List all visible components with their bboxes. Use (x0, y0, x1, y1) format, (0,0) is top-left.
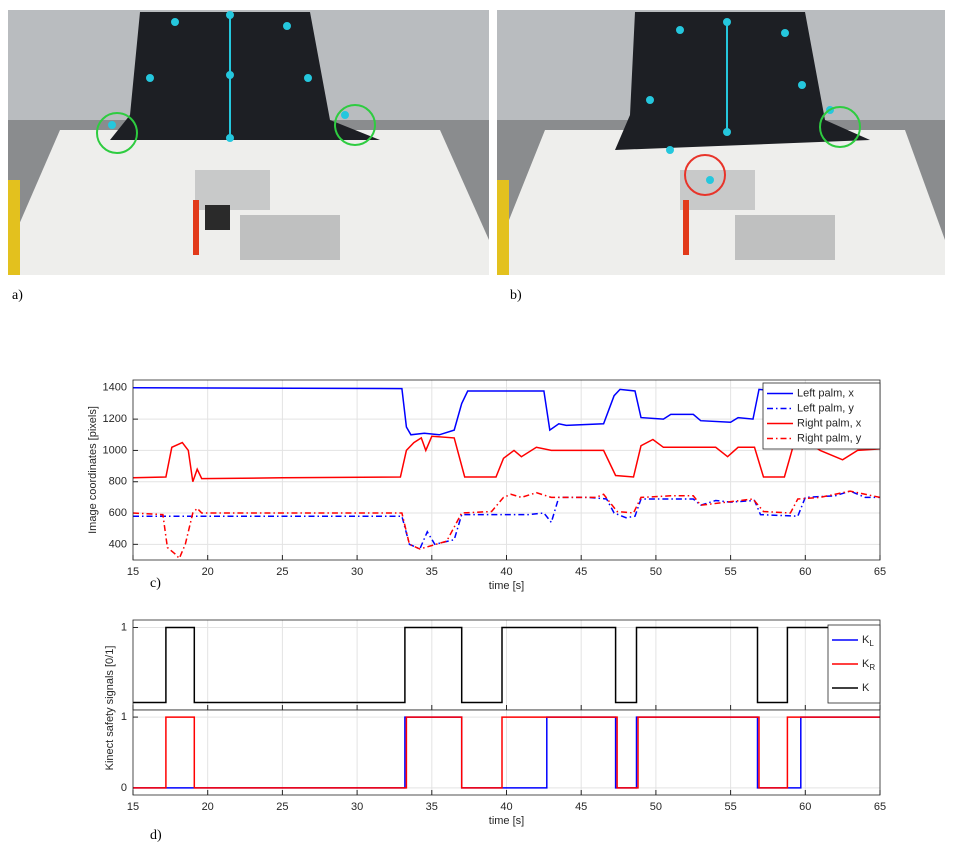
x-tick-label: 35 (426, 801, 438, 813)
legend-label: Left palm, x (797, 387, 854, 399)
x-tick-label: 20 (202, 801, 214, 813)
y-axis-label: Image coordinates [pixels] (87, 406, 99, 534)
panel-label: b) (510, 288, 522, 303)
x-tick-label: 25 (276, 801, 288, 813)
y-tick-label: 1 (121, 621, 127, 633)
y-axis-label: Kinect safety signals [0/1] (104, 646, 116, 771)
x-tick-label: 45 (575, 566, 587, 578)
y-tick-label: 400 (109, 538, 127, 550)
panel-label: d) (150, 828, 162, 843)
x-tick-label: 30 (351, 801, 363, 813)
x-tick-label: 15 (127, 566, 139, 578)
panel-label: c) (150, 576, 161, 591)
panel-label: a) (12, 288, 23, 303)
x-tick-label: 50 (650, 566, 662, 578)
x-tick-label: 35 (426, 566, 438, 578)
photo-a (8, 10, 489, 275)
x-tick-label: 60 (799, 801, 811, 813)
legend-label: Left palm, y (797, 402, 854, 414)
x-axis-label: time [s] (489, 580, 524, 592)
legend-label: K (862, 682, 870, 694)
x-tick-label: 65 (874, 566, 886, 578)
figure: a) b) c) d) 1520253035404550556065400600… (0, 0, 958, 845)
x-tick-label: 40 (500, 801, 512, 813)
x-axis-label: time [s] (489, 815, 524, 827)
x-tick-label: 55 (724, 566, 736, 578)
y-tick-label: 1200 (103, 413, 127, 425)
x-tick-label: 20 (202, 566, 214, 578)
x-tick-label: 65 (874, 801, 886, 813)
y-tick-label: 0 (121, 782, 127, 794)
y-tick-label: 1000 (103, 444, 127, 456)
y-tick-label: 1400 (103, 382, 127, 394)
legend-label: Right palm, x (797, 417, 862, 429)
x-tick-label: 60 (799, 566, 811, 578)
x-tick-label: 40 (500, 566, 512, 578)
x-tick-label: 15 (127, 801, 139, 813)
x-tick-label: 50 (650, 801, 662, 813)
x-tick-label: 30 (351, 566, 363, 578)
x-tick-label: 45 (575, 801, 587, 813)
photo-b (497, 10, 945, 275)
y-tick-label: 800 (109, 476, 127, 488)
legend-label: Right palm, y (797, 432, 862, 444)
y-tick-label: 600 (109, 507, 127, 519)
x-tick-label: 55 (724, 801, 736, 813)
x-tick-label: 25 (276, 566, 288, 578)
y-tick-label: 1 (121, 711, 127, 723)
